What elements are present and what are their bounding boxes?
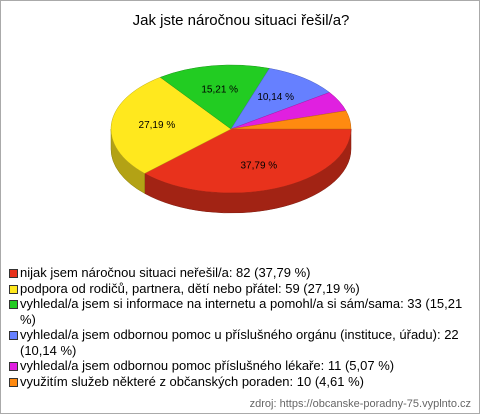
source: zdroj: https://obcanske-poradny-75.vypln… <box>249 398 471 410</box>
legend-swatch <box>9 362 18 371</box>
legend-item: podpora od rodičů, partnera, dětí nebo p… <box>9 281 471 297</box>
legend-item: vyhledal/a jsem odbornou pomoc u přísluš… <box>9 327 471 358</box>
data-label: 15,21 % <box>201 84 238 95</box>
legend-label: vyhledal/a jsem odbornou pomoc příslušné… <box>20 358 395 373</box>
legend-swatch <box>9 284 18 294</box>
legend-swatch <box>9 331 18 340</box>
legend-label: vyhledal/a jsem si informace na internet… <box>20 296 463 327</box>
data-label: 27,19 % <box>139 120 176 131</box>
legend-swatch <box>9 377 18 387</box>
data-label: 37,79 % <box>241 160 278 171</box>
plot: Jak jste náročnou situaci řešil/a? 37,79… <box>110 12 352 214</box>
legend-label: využitím služeb některé z občanských por… <box>20 373 364 389</box>
legend-swatch <box>9 300 18 309</box>
legend-label: nijak jsem náročnou situaci neřešil/a: 8… <box>20 265 311 280</box>
legend: nijak jsem náročnou situaci neřešil/a: 8… <box>9 265 471 389</box>
slice <box>230 68 330 130</box>
chart-title: Jak jste náročnou situaci řešil/a? <box>133 12 350 29</box>
slice <box>144 128 352 194</box>
slice <box>110 77 232 174</box>
legend-item: nijak jsem náročnou situaci neřešil/a: 8… <box>9 265 471 281</box>
slice <box>230 110 352 130</box>
slice <box>159 64 270 130</box>
legend-item: vyhledal/a jsem odbornou pomoc příslušné… <box>9 358 471 374</box>
legend-item: vyhledal/a jsem si informace na internet… <box>9 296 471 327</box>
legend-label: podpora od rodičů, partnera, dětí nebo p… <box>20 280 360 296</box>
legend-item: využitím služeb některé z občanských por… <box>9 374 471 390</box>
legend-swatch <box>9 269 18 278</box>
legend-label: vyhledal/a jsem odbornou pomoc u přísluš… <box>20 327 459 358</box>
data-label: 10,14 % <box>257 92 294 103</box>
